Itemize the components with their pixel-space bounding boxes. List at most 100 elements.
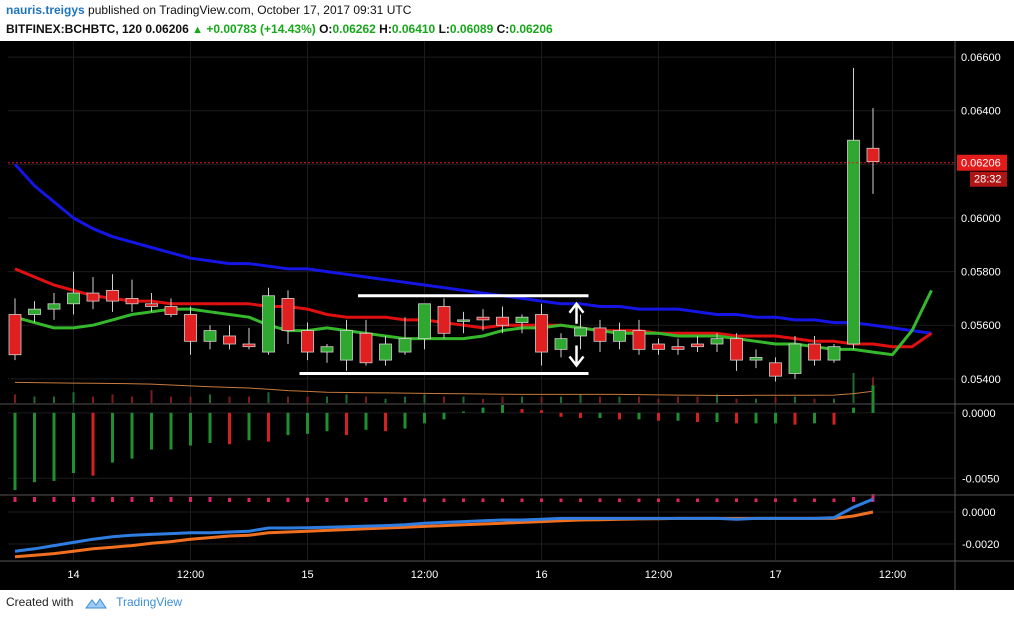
macd-bar: [637, 498, 641, 502]
histogram-bar: [345, 412, 348, 436]
histogram-bar: [559, 412, 563, 417]
volume-bar: [696, 396, 699, 403]
macd-bar: [384, 497, 387, 502]
open-label: O:: [319, 22, 333, 36]
candle-body: [613, 330, 626, 342]
candle-body: [574, 327, 587, 337]
macd-bar: [130, 497, 134, 502]
volume-bar: [306, 396, 309, 403]
histogram-bar: [384, 412, 387, 432]
candle-body: [593, 327, 607, 342]
volume-bar: [287, 396, 289, 403]
candle-body: [379, 343, 392, 361]
down-arrow-icon: [568, 355, 585, 368]
histogram-pane: [13, 385, 875, 491]
volume-bar: [833, 398, 835, 403]
volume-bar: [618, 396, 621, 403]
histogram-bar: [72, 412, 75, 474]
histogram-bar: [715, 412, 719, 423]
volume-bar: [540, 396, 543, 403]
candle-body: [769, 362, 782, 377]
tradingview-link[interactable]: TradingView: [116, 595, 183, 609]
tradingview-logo-icon: [84, 597, 107, 609]
macd-bar: [247, 497, 251, 502]
macd-bar: [91, 497, 95, 502]
candle-body: [418, 303, 431, 340]
volume-bar: [560, 396, 562, 403]
macd-bar: [715, 498, 719, 502]
author-name[interactable]: nauris.treigys: [6, 3, 85, 17]
histogram-bar: [735, 412, 738, 424]
price-chart[interactable]: 0.066000.064000.062000.060000.058000.056…: [0, 41, 1014, 590]
main-pane: [8, 67, 955, 403]
published-text: published on TradingView.com, October 17…: [88, 3, 412, 17]
volume-bar: [267, 392, 270, 403]
candle-body: [47, 303, 61, 310]
histogram-bar: [306, 412, 309, 434]
histogram-bar: [189, 412, 192, 446]
macd-bar: [598, 498, 602, 502]
price-tick-label: 0.05800: [961, 267, 1001, 279]
volume-bar: [345, 394, 348, 403]
candle-body: [262, 295, 275, 353]
candle-body: [106, 289, 119, 302]
candle-body: [67, 292, 80, 305]
macd-bar: [306, 497, 309, 502]
high-value: 0.06410: [391, 22, 436, 36]
axes: 0.066000.064000.062000.060000.058000.056…: [0, 41, 1014, 590]
candle-body: [476, 316, 490, 321]
histogram-bar: [598, 412, 602, 419]
grid: [8, 41, 955, 560]
volume-bar: [33, 396, 36, 403]
last-price: 0.06206: [145, 22, 189, 36]
volume-bar: [189, 396, 192, 403]
price-tick-label: 0.06000: [961, 213, 1001, 225]
volume-bar: [852, 373, 855, 403]
time-tick-label: 12:00: [411, 569, 439, 581]
macd-bar: [228, 497, 231, 502]
time-tick-label: 17: [769, 569, 781, 581]
histogram-bar: [208, 412, 212, 443]
candle-body: [340, 330, 353, 361]
candle-body: [437, 306, 451, 334]
volume-bar: [92, 396, 94, 403]
close-value: 0.06206: [509, 22, 553, 36]
macd-bar: [793, 498, 797, 502]
volume-bar: [384, 398, 387, 403]
candle-body: [652, 343, 665, 350]
macd-bar: [481, 498, 485, 502]
macd-bar: [540, 498, 543, 502]
volume-bar: [657, 398, 660, 403]
macd-bar: [208, 497, 212, 502]
macd-bar: [33, 497, 36, 502]
volume-bar: [794, 396, 796, 403]
histogram-bar: [228, 412, 231, 445]
histogram-bar: [111, 412, 114, 463]
candle-body: [749, 357, 763, 361]
histogram-bar: [637, 412, 641, 420]
histogram-bar: [813, 412, 816, 424]
volume-bar: [755, 398, 757, 403]
histogram-bar: [793, 412, 797, 425]
volume-ma-line: [14, 381, 874, 396]
volume-bar: [150, 390, 153, 403]
volume-bar: [638, 396, 640, 403]
time-tick-label: 14: [67, 569, 79, 581]
macd-bar: [52, 497, 56, 502]
volume-bar: [677, 396, 679, 403]
macd-bar: [345, 497, 348, 502]
macd-bar: [774, 498, 777, 502]
histogram-tick-label: 0.0000: [962, 408, 996, 420]
volume-bar: [404, 396, 406, 403]
candle-body: [496, 316, 509, 326]
histogram-bar: [169, 412, 173, 450]
volume-bar: [111, 394, 114, 403]
macd-bar: [735, 498, 738, 502]
histogram-bar: [247, 412, 251, 441]
histogram-bar: [676, 412, 680, 421]
open-value: 0.06262: [332, 22, 376, 36]
candle-body: [281, 298, 295, 331]
macd-line: [14, 497, 874, 553]
candle-body: [671, 346, 685, 350]
histogram-bar: [501, 405, 504, 413]
